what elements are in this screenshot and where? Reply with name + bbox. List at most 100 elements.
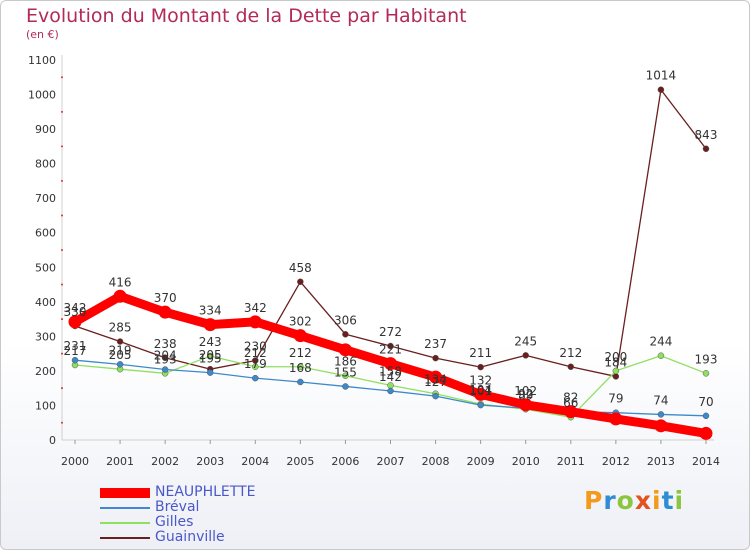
x-tick-label: 2000 <box>61 455 89 468</box>
data-point <box>297 378 304 386</box>
x-tick-label: 2013 <box>647 455 675 468</box>
data-label: 370 <box>154 291 177 305</box>
data-point <box>519 398 533 412</box>
data-label: 219 <box>109 343 132 357</box>
data-point <box>252 374 259 382</box>
y-tick-label: 500 <box>35 261 56 274</box>
data-label: 155 <box>334 365 357 379</box>
data-label: 186 <box>334 355 357 369</box>
data-point <box>657 352 665 359</box>
data-label: 217 <box>64 344 87 358</box>
data-point <box>477 401 484 409</box>
data-label: 231 <box>64 339 87 353</box>
legend-item-gilles: Gilles <box>100 514 400 530</box>
data-point <box>297 278 304 286</box>
data-label: 92 <box>518 387 533 401</box>
data-point <box>252 363 259 371</box>
data-label: 306 <box>334 313 357 327</box>
y-minor-tick <box>61 352 63 355</box>
x-tick-label: 2003 <box>196 455 224 468</box>
y-tick-label: 300 <box>35 330 56 343</box>
y-tick-label: 200 <box>35 365 56 378</box>
data-point <box>158 305 172 319</box>
data-label: 272 <box>379 325 402 339</box>
data-label: 238 <box>154 337 177 351</box>
legend-label-neauphlette: NEAUPHLETTE <box>155 484 256 500</box>
data-point <box>293 329 307 343</box>
data-point <box>161 354 169 362</box>
data-point <box>338 343 352 357</box>
data-point <box>432 392 439 400</box>
x-tick-label: 2005 <box>286 455 314 468</box>
data-label: 89 <box>518 388 533 402</box>
data-label: 342 <box>64 301 87 315</box>
x-tick-label: 2014 <box>692 455 720 468</box>
y-axis-ticks: 0 100 200 300 400 500 600 700 800 900 1000 1100 <box>28 54 63 447</box>
data-label: 843 <box>695 128 718 142</box>
y-tick-label: 700 <box>35 192 56 205</box>
y-minor-tick <box>61 214 63 217</box>
legend-item-guainville: Guainville <box>100 529 400 545</box>
data-point <box>702 145 710 153</box>
data-point <box>474 387 488 401</box>
legend-swatch-gilles <box>100 521 150 524</box>
data-label: 66 <box>563 396 578 410</box>
data-point <box>68 315 82 329</box>
data-point <box>522 352 529 359</box>
legend-label-gilles: Gilles <box>155 514 194 530</box>
data-label: 237 <box>424 337 447 351</box>
legend-item-breval: Bréval <box>100 499 400 515</box>
data-point <box>116 361 124 368</box>
data-label: 168 <box>289 361 312 375</box>
data-point <box>342 331 349 338</box>
data-label: 285 <box>109 321 132 335</box>
x-tick-label: 2010 <box>512 455 540 468</box>
data-label: 334 <box>199 304 222 318</box>
data-label: 79 <box>608 392 623 406</box>
data-point <box>702 412 710 420</box>
data-label: 330 <box>64 305 87 319</box>
data-label: 101 <box>469 384 492 398</box>
data-label: 342 <box>244 301 267 315</box>
data-point <box>248 315 262 329</box>
legend-swatch-breval <box>100 506 150 509</box>
series-lines <box>68 86 713 440</box>
y-minor-tick <box>61 249 63 251</box>
data-label: 212 <box>289 346 312 360</box>
data-point <box>206 352 214 360</box>
data-label: 132 <box>469 373 492 387</box>
proxiti-logo: Proxiti <box>584 486 685 515</box>
data-label: 211 <box>469 346 492 360</box>
data-label: 74 <box>653 393 668 407</box>
data-label: 200 <box>604 350 627 364</box>
y-minor-tick <box>61 145 63 148</box>
legend: NEAUPHLETTE Bréval Gilles Guainville <box>100 484 400 545</box>
data-point <box>113 289 127 303</box>
data-label: 82 <box>563 391 578 405</box>
data-label: 195 <box>199 352 222 366</box>
data-point <box>702 370 710 377</box>
data-label: 204 <box>154 349 177 363</box>
chart-axes <box>61 55 714 441</box>
x-tick-label: 2009 <box>467 455 495 468</box>
data-point <box>564 405 578 419</box>
data-label: 134 <box>424 373 447 387</box>
data-label: 416 <box>109 275 132 289</box>
legend-item-neauphlette: NEAUPHLETTE <box>100 484 400 500</box>
data-label: 127 <box>424 375 447 389</box>
y-tick-label: 1100 <box>28 54 56 67</box>
legend-label-guainville: Guainville <box>155 529 225 545</box>
data-label: 230 <box>244 340 267 354</box>
unit-label: (en €) <box>26 28 59 41</box>
data-label: 221 <box>379 343 402 357</box>
data-point <box>657 86 665 93</box>
data-point <box>387 342 394 350</box>
y-minor-tick <box>61 283 63 286</box>
data-label: 193 <box>154 352 177 366</box>
data-point <box>342 383 349 390</box>
legend-label-breval: Bréval <box>155 499 200 515</box>
y-tick-label: 600 <box>35 227 56 240</box>
chart-title: Evolution du Montant de la Dette par Hab… <box>26 5 467 27</box>
y-minor-tick <box>61 76 63 79</box>
